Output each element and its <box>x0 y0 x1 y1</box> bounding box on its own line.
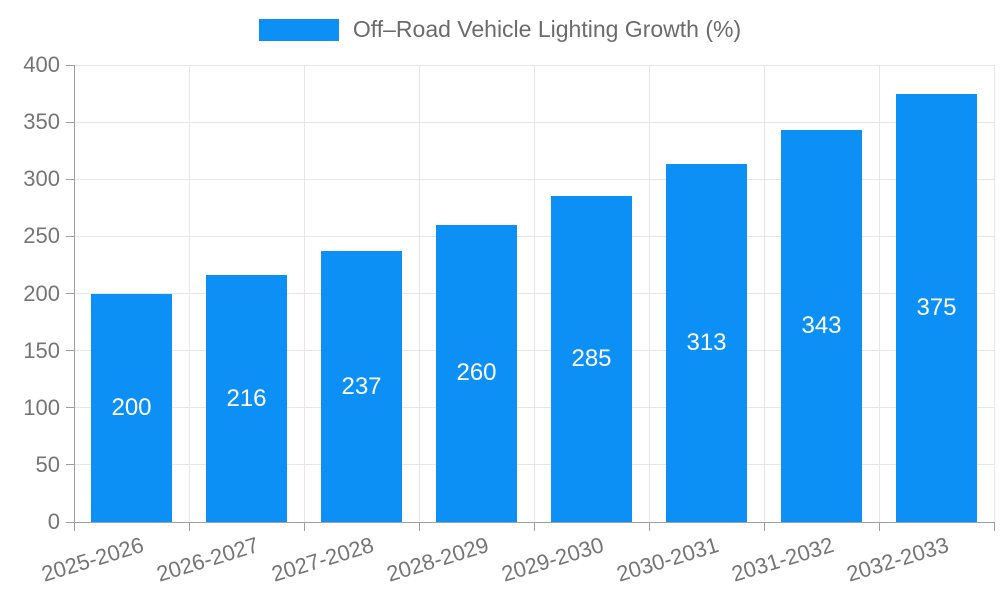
bar: 375 <box>896 93 977 522</box>
y-axis-tick-label: 0 <box>47 509 60 534</box>
gridline-vertical <box>303 65 305 522</box>
bar: 313 <box>666 164 747 522</box>
y-axis-tick-label: 250 <box>23 223 60 249</box>
y-axis-tick <box>66 178 74 180</box>
y-axis-tick-label: 300 <box>23 166 60 192</box>
y-axis-tick <box>66 293 74 294</box>
y-axis-tick-label: 200 <box>23 280 60 306</box>
bar: 216 <box>206 275 287 522</box>
x-axis-line <box>74 521 995 523</box>
x-axis-tick-label: 2026-2027 <box>153 532 262 587</box>
bar: 285 <box>551 196 632 522</box>
y-axis-tick <box>66 64 74 66</box>
x-axis-tick-label: 2027-2028 <box>268 532 377 587</box>
y-axis-tick-label: 50 <box>35 451 60 477</box>
y-axis-tick-label: 350 <box>23 109 60 135</box>
legend[interactable]: Off–Road Vehicle Lighting Growth (%) <box>0 16 1000 43</box>
y-axis-tick <box>66 235 74 237</box>
y-axis-tick <box>66 350 74 352</box>
x-axis-tick <box>188 522 190 531</box>
gridline-vertical <box>763 65 765 522</box>
x-axis-tick <box>878 522 880 531</box>
chart-title: Off–Road Vehicle Lighting Growth (%) <box>352 16 742 42</box>
bar: 343 <box>781 130 862 522</box>
x-axis-tick <box>648 522 650 531</box>
x-axis-tick-label: 2031-2032 <box>728 532 837 587</box>
x-axis-tick <box>763 522 765 531</box>
x-axis-tick <box>303 522 305 531</box>
y-axis-tick <box>66 407 74 409</box>
gridline-vertical <box>993 65 995 522</box>
y-axis-tick-label: 150 <box>23 337 60 363</box>
x-axis-tick-label: 2029-2030 <box>498 532 607 587</box>
bar: 200 <box>91 293 172 522</box>
bar-value-label: 200 <box>111 393 152 421</box>
legend-swatch[interactable] <box>258 18 339 41</box>
x-axis-tick <box>533 522 535 531</box>
y-axis-tick <box>66 464 74 466</box>
bar-value-label: 260 <box>456 359 497 387</box>
x-axis-tick-label: 2032-2033 <box>843 532 952 587</box>
y-axis-tick-label: 400 <box>23 52 60 77</box>
bar: 260 <box>436 224 517 522</box>
x-axis-tick <box>993 522 995 531</box>
y-axis-tick-label: 100 <box>23 394 60 420</box>
y-axis-line <box>73 65 75 531</box>
bar: 237 <box>321 251 402 522</box>
bar-value-label: 285 <box>571 345 612 373</box>
x-axis-tick <box>418 522 420 531</box>
gridline-vertical <box>533 65 535 522</box>
gridline-vertical <box>188 65 190 522</box>
x-axis-tick-label: 2028-2029 <box>383 532 492 587</box>
gridline-vertical <box>878 65 880 522</box>
bar-value-label: 375 <box>916 293 957 321</box>
bar-value-label: 313 <box>686 329 727 357</box>
y-axis-tick <box>66 121 74 123</box>
y-axis-tick <box>66 521 74 523</box>
x-axis-tick-label: 2030-2031 <box>613 532 722 587</box>
bar-value-label: 343 <box>801 312 842 340</box>
gridline-vertical <box>418 65 420 522</box>
bar-value-label: 237 <box>341 372 382 400</box>
bar-value-label: 216 <box>226 384 267 412</box>
x-axis-tick-label: 2025-2026 <box>38 532 147 587</box>
gridline-vertical <box>648 65 650 522</box>
